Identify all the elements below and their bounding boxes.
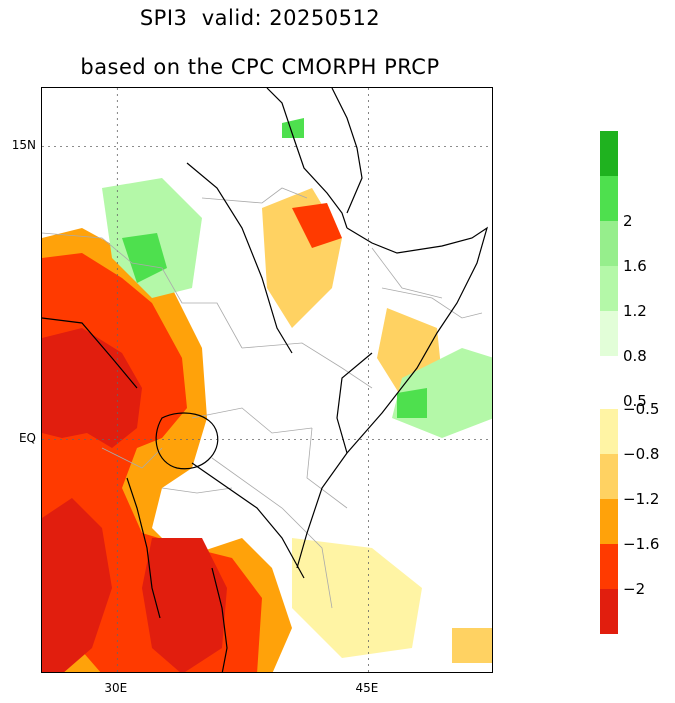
legend-swatch-wet xyxy=(600,221,618,266)
country-borders xyxy=(42,187,483,609)
legend-label: −1.6 xyxy=(623,535,660,553)
map-title: SPI3 valid: 20250512 xyxy=(139,6,381,30)
legend-swatch-wet xyxy=(600,176,618,221)
arabia-coast xyxy=(331,88,363,214)
kenya-somalia-border xyxy=(336,352,373,454)
lon-tick-label: 45E xyxy=(355,681,379,695)
legend-swatch-wet xyxy=(600,356,618,401)
legend-swatch-dry xyxy=(600,544,618,589)
spi-map xyxy=(41,87,493,673)
map-subtitle: based on the CPC CMORPH PRCP xyxy=(80,55,440,79)
legend-swatch-dry xyxy=(600,409,618,454)
lake-malawi xyxy=(211,567,228,672)
legend-label: −1.2 xyxy=(623,490,660,508)
legend-label: 1.6 xyxy=(623,257,647,275)
legend-label: −0.8 xyxy=(623,445,660,463)
legend-swatch-wet xyxy=(600,266,618,311)
legend-label: 0.8 xyxy=(623,347,647,365)
spi-color-legend xyxy=(600,131,618,634)
dry-patch-southeast xyxy=(292,538,422,658)
lon-tick-label: 30E xyxy=(104,681,128,695)
tanzania-border xyxy=(191,462,305,579)
drc-border xyxy=(42,317,138,389)
dry-patch-south-deep xyxy=(42,498,112,672)
dry-patch-far-southeast xyxy=(452,628,492,663)
lat-tick-label: 15N xyxy=(11,137,36,152)
horn-coast xyxy=(296,226,489,569)
legend-swatch-wet xyxy=(600,311,618,356)
legend-label: 2 xyxy=(623,212,633,230)
legend-label: 0.5 xyxy=(623,392,647,410)
legend-swatch-dry xyxy=(600,589,618,634)
lat-lon-gridlines xyxy=(42,88,492,672)
wet-patch-somalia-core xyxy=(397,388,427,418)
redsea-west-coast xyxy=(266,88,348,229)
map-canvas xyxy=(42,88,492,672)
lake-tanganyika xyxy=(126,477,161,619)
legend-label: −0.5 xyxy=(623,400,660,418)
lat-tick-label: EQ xyxy=(18,430,36,445)
legend-swatch-wet xyxy=(600,131,618,176)
sudan-ethiopia-border xyxy=(186,162,293,354)
lake-victoria xyxy=(155,412,219,470)
legend-label: 1.2 xyxy=(623,302,647,320)
wet-patch-north-core xyxy=(122,233,167,283)
dry-patch-highlands-core xyxy=(292,203,342,248)
wet-patch-redsea xyxy=(282,118,304,138)
dry-patch-south-central xyxy=(142,538,227,672)
spi-anomaly-layer xyxy=(42,118,492,672)
legend-swatch-dry xyxy=(600,499,618,544)
legend-swatch-dry xyxy=(600,454,618,499)
coastlines-and-borders xyxy=(42,88,489,672)
legend-label: −2 xyxy=(623,580,646,598)
